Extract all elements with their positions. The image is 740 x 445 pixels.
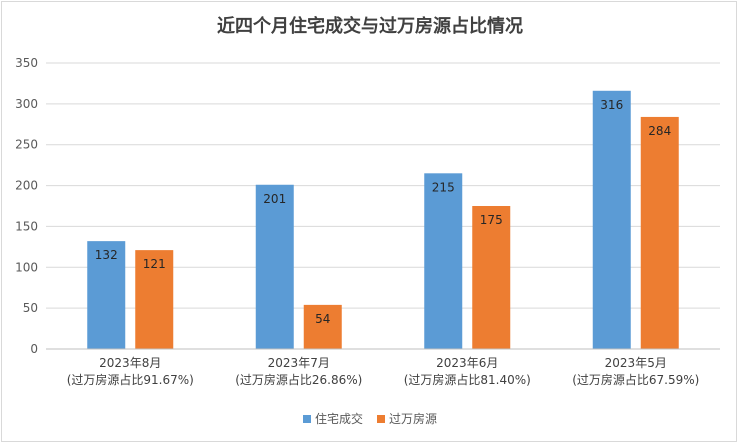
- data-label-1-0: 121: [143, 257, 166, 271]
- legend-item-1: 过万房源: [377, 410, 437, 427]
- x-tick-label-0: 2023年8月: [99, 356, 161, 370]
- data-label-1-3: 284: [648, 124, 671, 138]
- y-tick-label-3: 150: [15, 219, 38, 233]
- bar-1-0: [135, 250, 174, 349]
- legend: 住宅成交 过万房源: [0, 410, 740, 427]
- y-tick-label-6: 300: [15, 97, 38, 111]
- legend-item-0: 住宅成交: [302, 410, 363, 427]
- data-label-0-3: 316: [600, 98, 623, 112]
- bar-0-1: [255, 184, 294, 349]
- bar-0-2: [424, 173, 463, 349]
- x-axis: 2023年8月 (过万房源占比91.67%) 2023年7月 (过万房源占比26.86…: [46, 348, 720, 387]
- bar-1-1: [303, 304, 342, 349]
- legend-label-1: 过万房源: [389, 412, 438, 426]
- bar-0-0: [87, 241, 126, 349]
- y-tick-label-1: 50: [23, 301, 38, 315]
- data-label-0-0: 132: [95, 248, 118, 262]
- x-tick-label-1: 2023年7月: [268, 356, 330, 370]
- data-label-0-1: 201: [263, 192, 286, 206]
- y-tick-label-0: 0: [30, 342, 38, 356]
- y-tick-label-4: 200: [15, 179, 38, 193]
- legend-swatch-0: [302, 414, 311, 423]
- y-tick-label-2: 100: [15, 260, 38, 274]
- x-tick-note-1: (过万房源占比26.86%): [235, 372, 362, 387]
- x-tick-label-2: 2023年6月: [436, 356, 498, 370]
- data-label-1-2: 175: [480, 213, 503, 227]
- x-tick-note-3: (过万房源占比67.59%): [572, 372, 699, 387]
- bars: 132 121 201 54 215 175 316 284: [87, 90, 679, 349]
- x-tick-label-3: 2023年5月: [605, 356, 667, 370]
- y-tick-label-5: 250: [15, 138, 38, 152]
- y-axis: 0 50 100 150 200 250 300 350: [15, 56, 38, 356]
- data-label-1-1: 54: [315, 312, 330, 326]
- chart-title: 近四个月住宅成交与过万房源占比情况: [217, 16, 523, 37]
- bar-1-2: [472, 206, 511, 349]
- x-tick-note-2: (过万房源占比81.40%): [404, 372, 531, 387]
- y-tick-label-7: 350: [15, 56, 38, 70]
- bar-0-3: [592, 90, 631, 349]
- bar-1-3: [640, 116, 679, 349]
- x-tick-note-0: (过万房源占比91.67%): [67, 372, 194, 387]
- data-label-0-2: 215: [432, 180, 455, 194]
- legend-swatch-1: [377, 414, 385, 423]
- legend-label-0: 住宅成交: [314, 412, 363, 426]
